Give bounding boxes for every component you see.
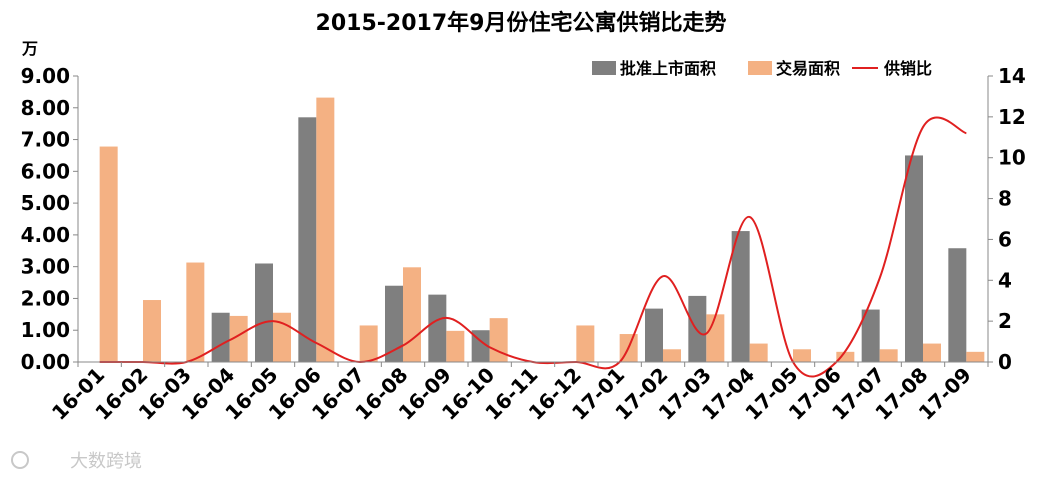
left-tick-label: 2.00	[21, 286, 70, 310]
legend-swatch-bar	[592, 61, 616, 75]
bar-transaction-area	[749, 343, 768, 362]
bar-transaction-area	[359, 325, 378, 362]
watermark-logo-icon	[11, 451, 29, 469]
left-axis: 0.00 1.00 2.00 3.00 4.00 5.00 6.00 7.00 8.00 9.00	[21, 64, 79, 374]
bar-approved-area	[688, 295, 707, 362]
right-tick-label: 2	[998, 309, 1012, 333]
bar-approved-area	[255, 263, 273, 362]
right-tick-label: 14	[998, 64, 1026, 88]
bar-transaction-area	[186, 262, 205, 362]
bar-approved-area	[905, 155, 923, 362]
legend-label: 供销比	[883, 59, 932, 78]
bar-transaction-area	[403, 267, 421, 362]
bar-transaction-area	[489, 318, 508, 362]
bar-transaction-area	[99, 146, 118, 362]
left-tick-label: 7.00	[21, 128, 70, 152]
bar-approved-area	[211, 312, 230, 362]
bar-transaction-area	[706, 314, 725, 362]
bar-approved-area	[385, 285, 403, 362]
bar-transaction-area	[966, 351, 985, 362]
bar-transaction-area	[316, 97, 335, 362]
watermark-text: 大数跨境	[70, 451, 142, 472]
bar-transaction-area	[663, 349, 681, 362]
legend: 批准上市面积 交易面积 供销比	[592, 59, 932, 78]
bar-approved-area	[645, 308, 663, 362]
left-tick-label: 8.00	[21, 96, 70, 120]
bar-transaction-area	[836, 351, 855, 362]
right-tick-label: 12	[998, 105, 1026, 129]
bar-transaction-area	[793, 349, 811, 362]
bar-approved-area	[731, 231, 750, 362]
legend-label: 批准上市面积	[620, 59, 716, 78]
bar-approved-area	[948, 248, 967, 362]
bar-transaction-area	[446, 330, 465, 362]
legend-swatch-bar	[748, 61, 772, 75]
right-tick-label: 4	[998, 268, 1012, 292]
x-axis: 16-0116-0216-0316-0416-0516-0616-0716-08…	[47, 361, 989, 425]
left-tick-label: 6.00	[21, 159, 70, 183]
left-tick-label: 9.00	[21, 64, 70, 88]
y-unit-label: 万	[21, 39, 38, 58]
legend-label: 交易面积	[776, 59, 840, 78]
right-tick-label: 10	[998, 146, 1026, 170]
left-tick-label: 4.00	[21, 223, 70, 247]
left-tick-label: 1.00	[21, 318, 70, 342]
bar-approved-area	[298, 117, 317, 362]
bar-transaction-area	[576, 325, 595, 362]
left-tick-label: 5.00	[21, 191, 70, 215]
bar-transaction-area	[923, 343, 941, 362]
bar-approved-area	[428, 294, 447, 362]
watermark: 大数跨境	[11, 451, 142, 472]
right-tick-label: 0	[998, 350, 1012, 374]
bar-transaction-area	[879, 349, 898, 362]
bar-series	[99, 97, 985, 362]
right-axis: 0 2 4 6 8 10 12 14	[987, 64, 1026, 374]
bar-transaction-area	[273, 312, 291, 362]
left-tick-label: 0.00	[21, 350, 70, 374]
bar-approved-area	[861, 309, 880, 362]
right-tick-label: 6	[998, 227, 1012, 251]
chart-title: 2015-2017年9月份住宅公寓供销比走势	[316, 10, 727, 36]
bar-transaction-area	[229, 315, 248, 362]
left-tick-label: 3.00	[21, 255, 70, 279]
right-tick-label: 8	[998, 187, 1012, 211]
bar-transaction-area	[143, 300, 161, 362]
